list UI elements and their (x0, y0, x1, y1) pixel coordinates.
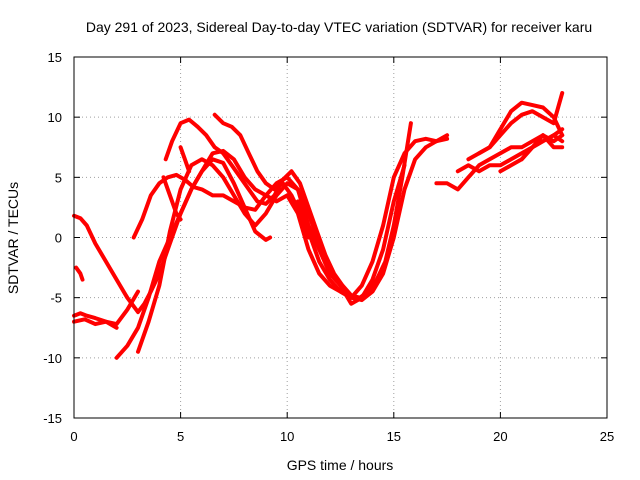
series-line-s11 (212, 112, 311, 240)
y-tick-label: -10 (43, 351, 62, 366)
x-tick-label: 25 (600, 429, 614, 444)
series-line-s4 (74, 265, 85, 282)
series-line-s13 (434, 133, 565, 192)
x-tick-label: 15 (387, 429, 401, 444)
series-line-s5 (114, 148, 354, 360)
y-axis-label: SDTVAR / TECUs (5, 182, 21, 294)
x-tick-label: 10 (280, 429, 294, 444)
chart-title: Day 291 of 2023, Sidereal Day-to-day VTE… (86, 19, 592, 35)
y-tick-label: 10 (48, 110, 62, 125)
y-tick-label: 5 (55, 170, 62, 185)
ticks: 0 5 10 15 20 25 -15 -10 -5 0 5 10 15 (43, 50, 614, 444)
y-tick-label: 15 (48, 50, 62, 65)
x-tick-label: 0 (70, 429, 77, 444)
series-line-s12 (295, 133, 450, 300)
series-line-s18 (519, 133, 565, 162)
series-line-s8 (161, 175, 183, 222)
y-tick-label: 0 (55, 231, 62, 246)
series-line-s3 (72, 317, 119, 330)
series-line-s2 (72, 289, 140, 327)
series-line-s16 (477, 100, 565, 156)
y-tick-label: -5 (50, 291, 62, 306)
x-tick-label: 5 (177, 429, 184, 444)
series-line-s10 (163, 117, 413, 300)
series-layer (72, 91, 565, 360)
x-axis-label: GPS time / hours (287, 457, 394, 473)
series-line-s9 (178, 145, 192, 174)
y-tick-label: -15 (43, 411, 62, 426)
x-tick-label: 20 (493, 429, 507, 444)
